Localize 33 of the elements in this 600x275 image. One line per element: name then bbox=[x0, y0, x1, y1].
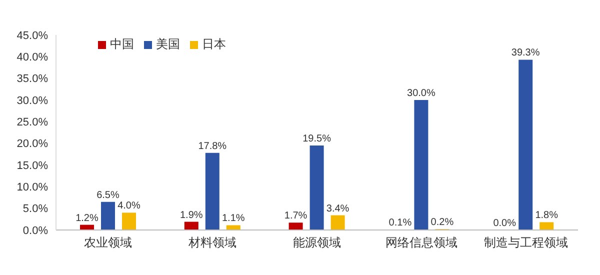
data-label: 0.1% bbox=[388, 218, 412, 229]
y-tick-label: 0.0% bbox=[22, 224, 48, 237]
x-tick-label: 能源领域 bbox=[293, 236, 341, 250]
y-tick-label: 40.0% bbox=[16, 52, 48, 64]
legend-label: 日本 bbox=[202, 37, 226, 51]
data-label: 1.1% bbox=[222, 213, 245, 224]
y-tick-label: 15.0% bbox=[16, 160, 48, 172]
data-label: 1.2% bbox=[76, 212, 99, 224]
data-label: 3.4% bbox=[326, 203, 350, 214]
y-tick-label: 25.0% bbox=[16, 116, 48, 129]
x-tick-label: 网络信息领域 bbox=[385, 236, 458, 250]
data-label: 1.7% bbox=[284, 210, 308, 222]
data-label: 19.5% bbox=[302, 134, 332, 144]
data-label: 6.5% bbox=[96, 190, 120, 201]
y-tick-label: 20.0% bbox=[16, 138, 48, 150]
data-label: 4.0% bbox=[118, 200, 141, 212]
y-tick-label: 30.0% bbox=[16, 94, 48, 107]
data-label: 17.8% bbox=[198, 140, 227, 152]
legend-label: 中国 bbox=[110, 37, 134, 51]
y-tick-label: 5.0% bbox=[22, 203, 48, 216]
legend-label: 美国 bbox=[156, 37, 180, 51]
y-tick-label: 35.0% bbox=[16, 73, 48, 86]
y-tick-label: 45.0% bbox=[16, 30, 48, 42]
data-label: 1.8% bbox=[535, 210, 558, 222]
y-tick-label: 10.0% bbox=[16, 182, 48, 194]
data-label: 0.0% bbox=[493, 218, 516, 229]
data-label: 39.3% bbox=[511, 48, 540, 59]
data-label: 30.0% bbox=[407, 88, 436, 99]
x-tick-label: 材料领域 bbox=[188, 236, 237, 250]
x-tick-label: 制造与工程领域 bbox=[484, 236, 568, 250]
data-label: 0.2% bbox=[430, 217, 454, 228]
x-tick-label: 农业领域 bbox=[84, 236, 132, 250]
data-label: 1.9% bbox=[180, 210, 203, 221]
